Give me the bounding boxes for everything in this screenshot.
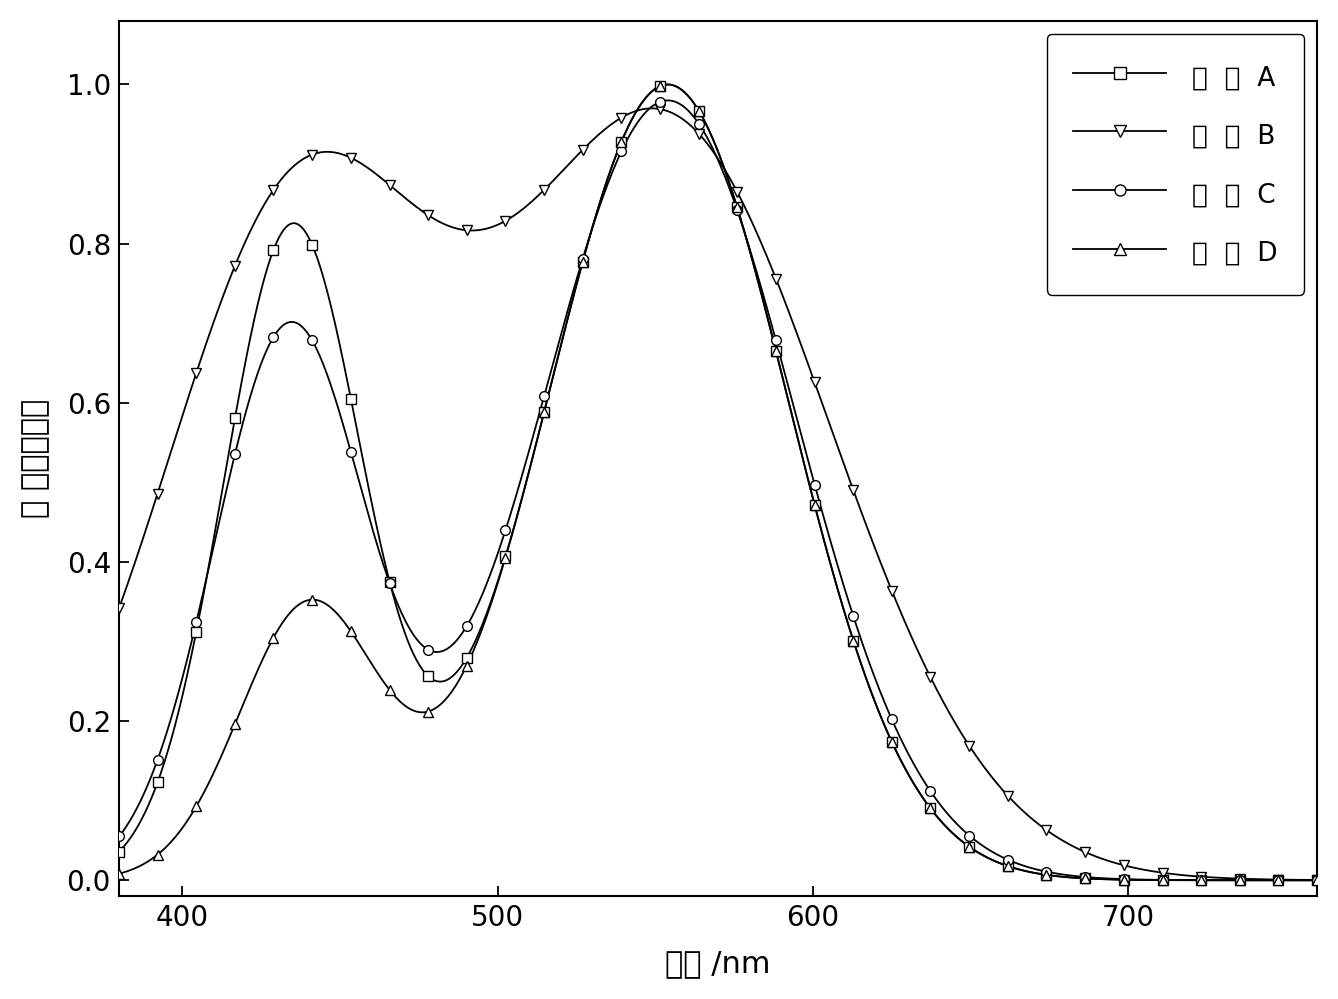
Legend: 器  件  A, 器  件  B, 器  件  C, 器  件  D: 器 件 A, 器 件 B, 器 件 C, 器 件 D (1046, 34, 1305, 295)
X-axis label: 波长 /nm: 波长 /nm (665, 949, 771, 978)
Y-axis label: 强 度（相对）: 强 度（相对） (21, 399, 50, 518)
